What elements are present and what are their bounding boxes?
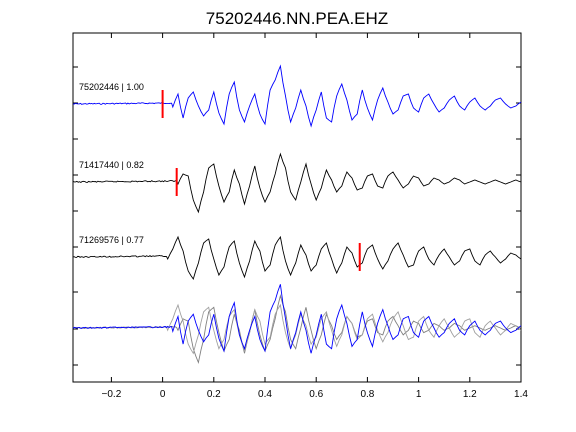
overlay-trace	[72, 284, 522, 354]
trace-label: 71417440 | 0.82	[79, 160, 144, 170]
x-tick-label: 0.8	[360, 389, 374, 400]
x-tick-label: 0	[160, 389, 166, 400]
x-tick-label: 1	[416, 389, 422, 400]
overlay-trace	[72, 303, 522, 355]
trace-2: 71417440 | 0.82	[72, 152, 522, 214]
overlay-group	[72, 284, 522, 365]
x-tick-label: −0.2	[102, 389, 122, 400]
trace-label: 71269576 | 0.77	[79, 235, 144, 245]
x-tick-label: 1.4	[514, 389, 528, 400]
trace-3: 71269576 | 0.77	[72, 235, 522, 281]
chart-title: 75202446.NN.PEA.EHZ	[206, 9, 388, 28]
trace-label: 75202446 | 1.00	[79, 82, 144, 92]
trace-waveform	[72, 152, 522, 214]
trace-1: 75202446 | 1.00	[72, 64, 522, 128]
trace-waveform	[72, 235, 522, 281]
trace-waveform	[72, 64, 522, 128]
plot-area	[72, 32, 522, 383]
x-tick-label: 0.4	[258, 389, 272, 400]
x-tick-label: 1.2	[463, 389, 477, 400]
x-tick-label: 0.6	[309, 389, 323, 400]
x-tick-label: 0.2	[207, 389, 221, 400]
